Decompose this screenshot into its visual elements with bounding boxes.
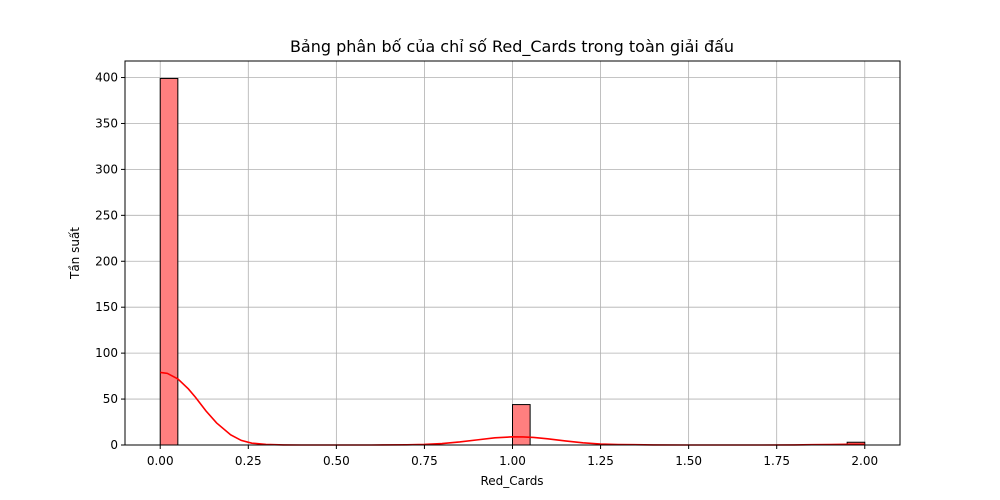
x-axis-ticks: 0.00 0.25 0.50 0.75 1.00 1.25 1.50 1.75 2.00 (147, 445, 878, 468)
chart-title: Bảng phân bố của chỉ số Red_Cards trong … (290, 37, 734, 57)
y-tick-label: 350 (95, 116, 118, 130)
x-axis-label: Red_Cards (480, 474, 543, 488)
x-tick-label: 1.50 (675, 454, 702, 468)
y-axis-ticks: 0 50 100 150 200 250 300 350 400 (95, 71, 125, 452)
x-tick-label: 0.00 (147, 454, 174, 468)
y-tick-label: 300 (95, 162, 118, 176)
y-tick-label: 150 (95, 300, 118, 314)
y-tick-label: 400 (95, 71, 118, 85)
x-tick-label: 1.75 (763, 454, 790, 468)
x-tick-label: 1.00 (499, 454, 526, 468)
y-tick-label: 200 (95, 254, 118, 268)
y-tick-label: 0 (110, 438, 118, 452)
histogram-bar (512, 404, 531, 446)
x-tick-label: 2.00 (851, 454, 878, 468)
y-tick-label: 250 (95, 208, 118, 222)
y-axis-label: Tần suất (68, 227, 82, 280)
y-tick-label: 50 (103, 392, 118, 406)
x-tick-label: 0.25 (235, 454, 262, 468)
y-tick-label: 100 (95, 346, 118, 360)
x-tick-label: 1.25 (587, 454, 614, 468)
x-tick-label: 0.75 (411, 454, 438, 468)
x-tick-label: 0.50 (323, 454, 350, 468)
bars (159, 77, 866, 446)
grid (125, 61, 900, 446)
histogram-bar (159, 77, 179, 446)
